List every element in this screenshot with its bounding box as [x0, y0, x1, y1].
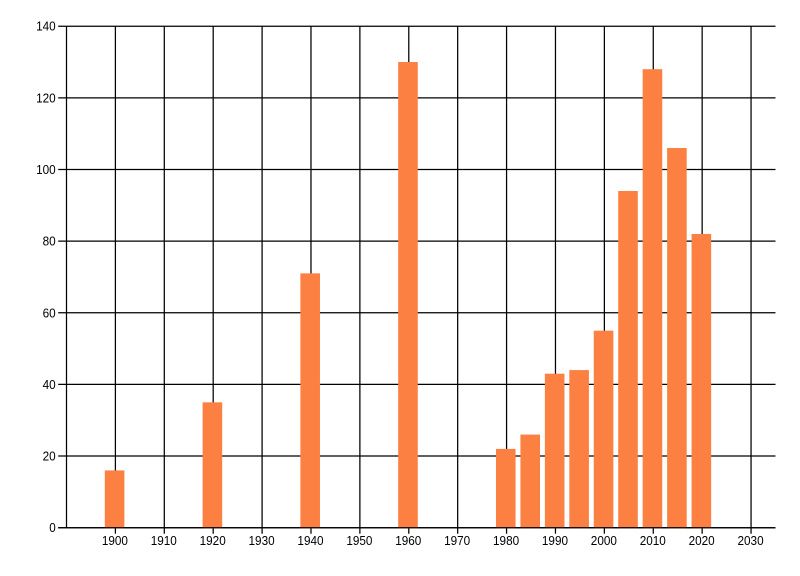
svg-text:40: 40 — [43, 377, 56, 392]
svg-text:2010: 2010 — [640, 533, 666, 548]
svg-text:2000: 2000 — [591, 533, 617, 548]
svg-text:20: 20 — [43, 449, 56, 464]
svg-text:2030: 2030 — [738, 533, 764, 548]
svg-text:1950: 1950 — [346, 533, 372, 548]
svg-text:1920: 1920 — [200, 533, 226, 548]
svg-text:60: 60 — [43, 305, 56, 320]
svg-text:80: 80 — [43, 234, 56, 249]
svg-text:1910: 1910 — [151, 533, 177, 548]
svg-text:120: 120 — [36, 90, 56, 105]
svg-text:1980: 1980 — [493, 533, 519, 548]
svg-text:1990: 1990 — [542, 533, 568, 548]
svg-text:0: 0 — [49, 520, 56, 535]
svg-text:1960: 1960 — [395, 533, 421, 548]
svg-text:140: 140 — [36, 19, 56, 34]
svg-text:1930: 1930 — [249, 533, 275, 548]
svg-text:2020: 2020 — [689, 533, 715, 548]
svg-text:100: 100 — [36, 162, 56, 177]
svg-text:1970: 1970 — [444, 533, 470, 548]
svg-text:1900: 1900 — [102, 533, 128, 548]
svg-text:1940: 1940 — [297, 533, 323, 548]
